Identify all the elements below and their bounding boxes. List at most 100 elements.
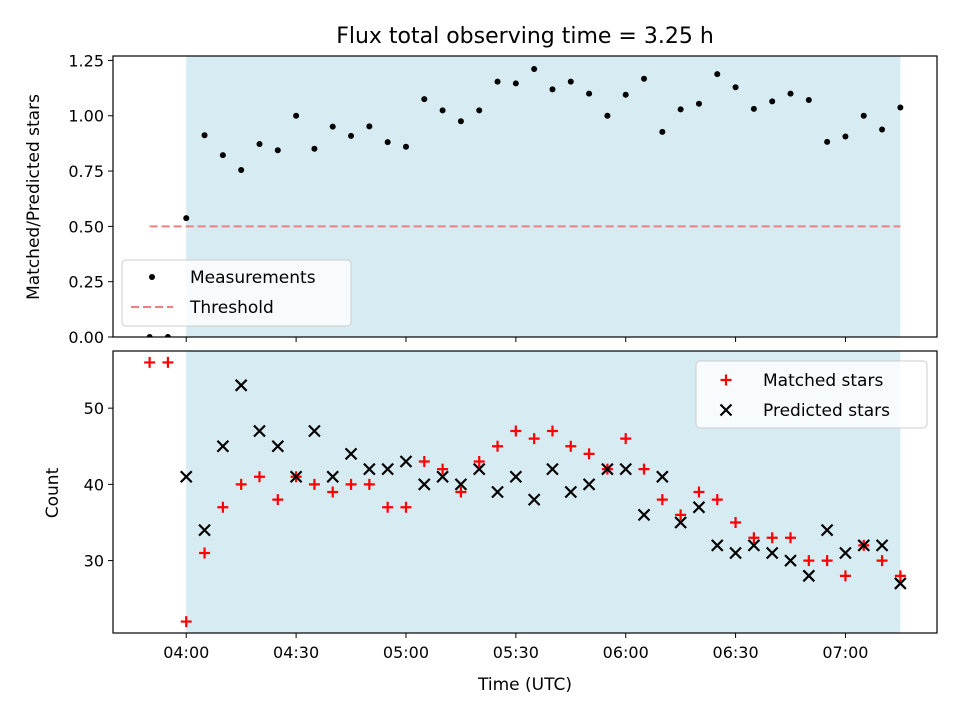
- bottom-y-axis-label: Count: [43, 467, 63, 518]
- predicted-star-point: [564, 485, 578, 499]
- matched-star-point: [638, 463, 650, 475]
- matched-star-point: [510, 425, 522, 437]
- predicted-star-point: [436, 470, 449, 484]
- measurement-point: [457, 118, 464, 125]
- predicted-star-point: [289, 470, 303, 484]
- measurement-point: [311, 145, 318, 152]
- x-axis-label: Time (UTC): [477, 675, 572, 695]
- matched-star-point: [455, 486, 467, 498]
- predicted-star-point: [234, 379, 248, 392]
- predicted-star-point: [509, 470, 523, 484]
- measurement-point: [842, 133, 849, 140]
- matched-star-point: [876, 555, 888, 567]
- legend-predicted-label: Predicted stars: [763, 401, 890, 421]
- measurement-point: [567, 78, 574, 85]
- legend-predicted-marker: [719, 403, 733, 417]
- top-y-tick-label: 0.25: [68, 273, 104, 292]
- predicted-star-point: [619, 462, 632, 476]
- top-y-tick-label: 0.75: [68, 162, 104, 181]
- predicted-star-point: [637, 508, 651, 522]
- predicted-star-point: [729, 546, 742, 560]
- matched-star-point: [162, 356, 174, 368]
- legend-measurements-label: Measurements: [190, 268, 316, 288]
- predicted-star-point: [820, 523, 834, 537]
- measurement-point: [604, 112, 611, 119]
- matched-star-point: [144, 356, 156, 368]
- measurement-point: [293, 112, 300, 119]
- top-legend-box: [121, 259, 352, 327]
- predicted-star-point: [271, 439, 285, 453]
- matched-star-point: [492, 440, 504, 452]
- x-tick-label: 05:30: [493, 643, 539, 662]
- x-tick-label: 04:00: [163, 643, 209, 662]
- matched-star-point: [821, 555, 833, 567]
- predicted-star-point: [399, 455, 413, 468]
- measurement-point: [402, 143, 409, 150]
- matched-star-point: [308, 478, 320, 490]
- predicted-star-point: [491, 485, 504, 499]
- matched-star-point: [803, 555, 815, 567]
- top-axes-frame: [112, 55, 938, 338]
- predicted-star-point: [326, 470, 340, 484]
- measurement-point: [164, 334, 171, 337]
- measurement-point: [256, 141, 263, 148]
- measurement-point: [787, 90, 794, 97]
- predicted-star-point: [198, 523, 211, 537]
- measurement-point: [824, 138, 831, 145]
- predicted-star-point: [381, 462, 394, 476]
- predicted-star-point: [179, 470, 193, 484]
- matched-star-point: [473, 456, 485, 468]
- measurement-point: [512, 80, 519, 87]
- predicted-star-point: [472, 462, 486, 476]
- predicted-star-point: [692, 500, 706, 514]
- measurement-point: [750, 105, 757, 112]
- x-tick-label: 04:30: [273, 643, 319, 662]
- measurement-point: [897, 104, 904, 111]
- matched-star-point: [565, 440, 577, 452]
- measurement-point: [439, 107, 446, 114]
- measurement-point: [146, 334, 153, 337]
- predicted-star-point: [710, 539, 724, 552]
- predicted-star-point: [747, 539, 761, 552]
- matched-star-point: [730, 516, 742, 528]
- bottom-legend: Matched stars Predicted stars: [695, 360, 928, 429]
- measurement-point: [732, 84, 739, 91]
- measurement-point: [860, 112, 867, 119]
- legend-matched-marker: [720, 374, 732, 386]
- matched-star-point: [235, 478, 247, 490]
- predicted-star-point: [454, 478, 468, 491]
- measurement-point: [641, 75, 648, 82]
- measurement-point: [695, 100, 702, 107]
- matched-star-point: [785, 532, 797, 544]
- measurement-point: [348, 132, 355, 139]
- measurements-series: [146, 66, 904, 337]
- matched-star-point: [528, 433, 540, 445]
- matched-star-point: [583, 448, 595, 460]
- chart-title: Flux total observing time = 3.25 h: [336, 24, 714, 49]
- measurement-point: [476, 107, 483, 114]
- matched-star-point: [382, 501, 394, 513]
- legend-measurements-marker: [149, 274, 155, 280]
- matched-stars-series: [144, 356, 906, 628]
- measurement-point: [879, 126, 886, 133]
- measurement-point: [549, 86, 556, 93]
- x-tick-label: 06:00: [603, 643, 649, 662]
- measurement-point: [366, 123, 373, 130]
- measurement-point: [494, 78, 501, 85]
- top-y-axis-label: Matched/Predicted stars: [24, 94, 44, 300]
- x-tick-label: 06:30: [713, 643, 759, 662]
- measurement-point: [586, 90, 593, 97]
- matched-star-point: [217, 501, 229, 513]
- predicted-star-point: [308, 424, 321, 438]
- top-y-tick-label: 0.00: [68, 328, 104, 347]
- predicted-stars-series: [179, 379, 907, 590]
- measurement-point: [805, 97, 812, 104]
- legend-threshold-label: Threshold: [189, 298, 274, 318]
- matched-star-point: [437, 463, 449, 475]
- matched-star-point: [400, 501, 412, 513]
- matched-star-point: [199, 547, 211, 559]
- measurement-point: [714, 71, 721, 78]
- predicted-star-point: [802, 569, 816, 583]
- measurement-point: [238, 166, 245, 173]
- matched-star-point: [418, 456, 430, 468]
